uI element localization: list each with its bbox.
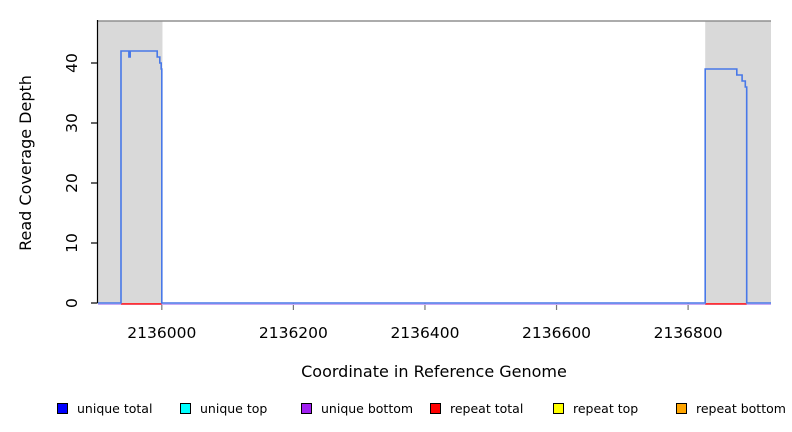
legend-swatch-repeat-total	[430, 402, 441, 414]
legend-swatch-unique-total	[57, 402, 68, 414]
y-tick-label: 10	[63, 233, 81, 253]
y-axis-title: Read Coverage Depth	[16, 75, 35, 251]
x-tick-label: 2136400	[390, 324, 459, 342]
legend-item-unique-total: unique total	[57, 397, 152, 419]
legend-item-unique-top: unique top	[180, 397, 267, 419]
y-tick-label: 0	[63, 298, 81, 308]
x-tick-label: 2136800	[654, 324, 723, 342]
legend-swatch-unique-bottom	[301, 402, 312, 414]
x-tick-label: 2136600	[522, 324, 591, 342]
x-tick-label: 2136000	[127, 324, 196, 342]
legend-item-repeat-bottom: repeat bottom	[676, 397, 786, 419]
x-axis-title: Coordinate in Reference Genome	[301, 362, 567, 381]
legend-label-repeat-bottom: repeat bottom	[696, 400, 786, 416]
coverage-step-line	[98, 50, 771, 304]
flanking-region	[98, 21, 163, 303]
legend-label-repeat-total: repeat total	[450, 400, 524, 416]
y-tick-label: 20	[63, 173, 81, 193]
legend-label-unique-top: unique top	[200, 400, 268, 416]
legend-label-unique-total: unique total	[77, 400, 153, 416]
legend-swatch-repeat-top	[553, 402, 564, 414]
flanking-region	[705, 21, 771, 303]
legend-label-repeat-top: repeat top	[573, 400, 639, 416]
legend-item-unique-bottom: unique bottom	[301, 397, 413, 419]
legend-item-repeat-top: repeat top	[553, 397, 638, 419]
legend-swatch-unique-top	[180, 402, 191, 414]
y-tick-label: 40	[63, 53, 81, 73]
y-tick-label: 30	[63, 113, 81, 133]
legend-swatch-repeat-bottom	[676, 402, 687, 414]
legend-label-unique-bottom: unique bottom	[321, 400, 414, 416]
x-tick-label: 2136200	[259, 324, 328, 342]
legend: unique total unique top unique bottom repea…	[0, 397, 792, 421]
legend-item-repeat-total: repeat total	[430, 397, 523, 419]
plot-area: 0 10 20 30 40 2136000 2136200 2136400 2136600 213…	[63, 20, 771, 342]
